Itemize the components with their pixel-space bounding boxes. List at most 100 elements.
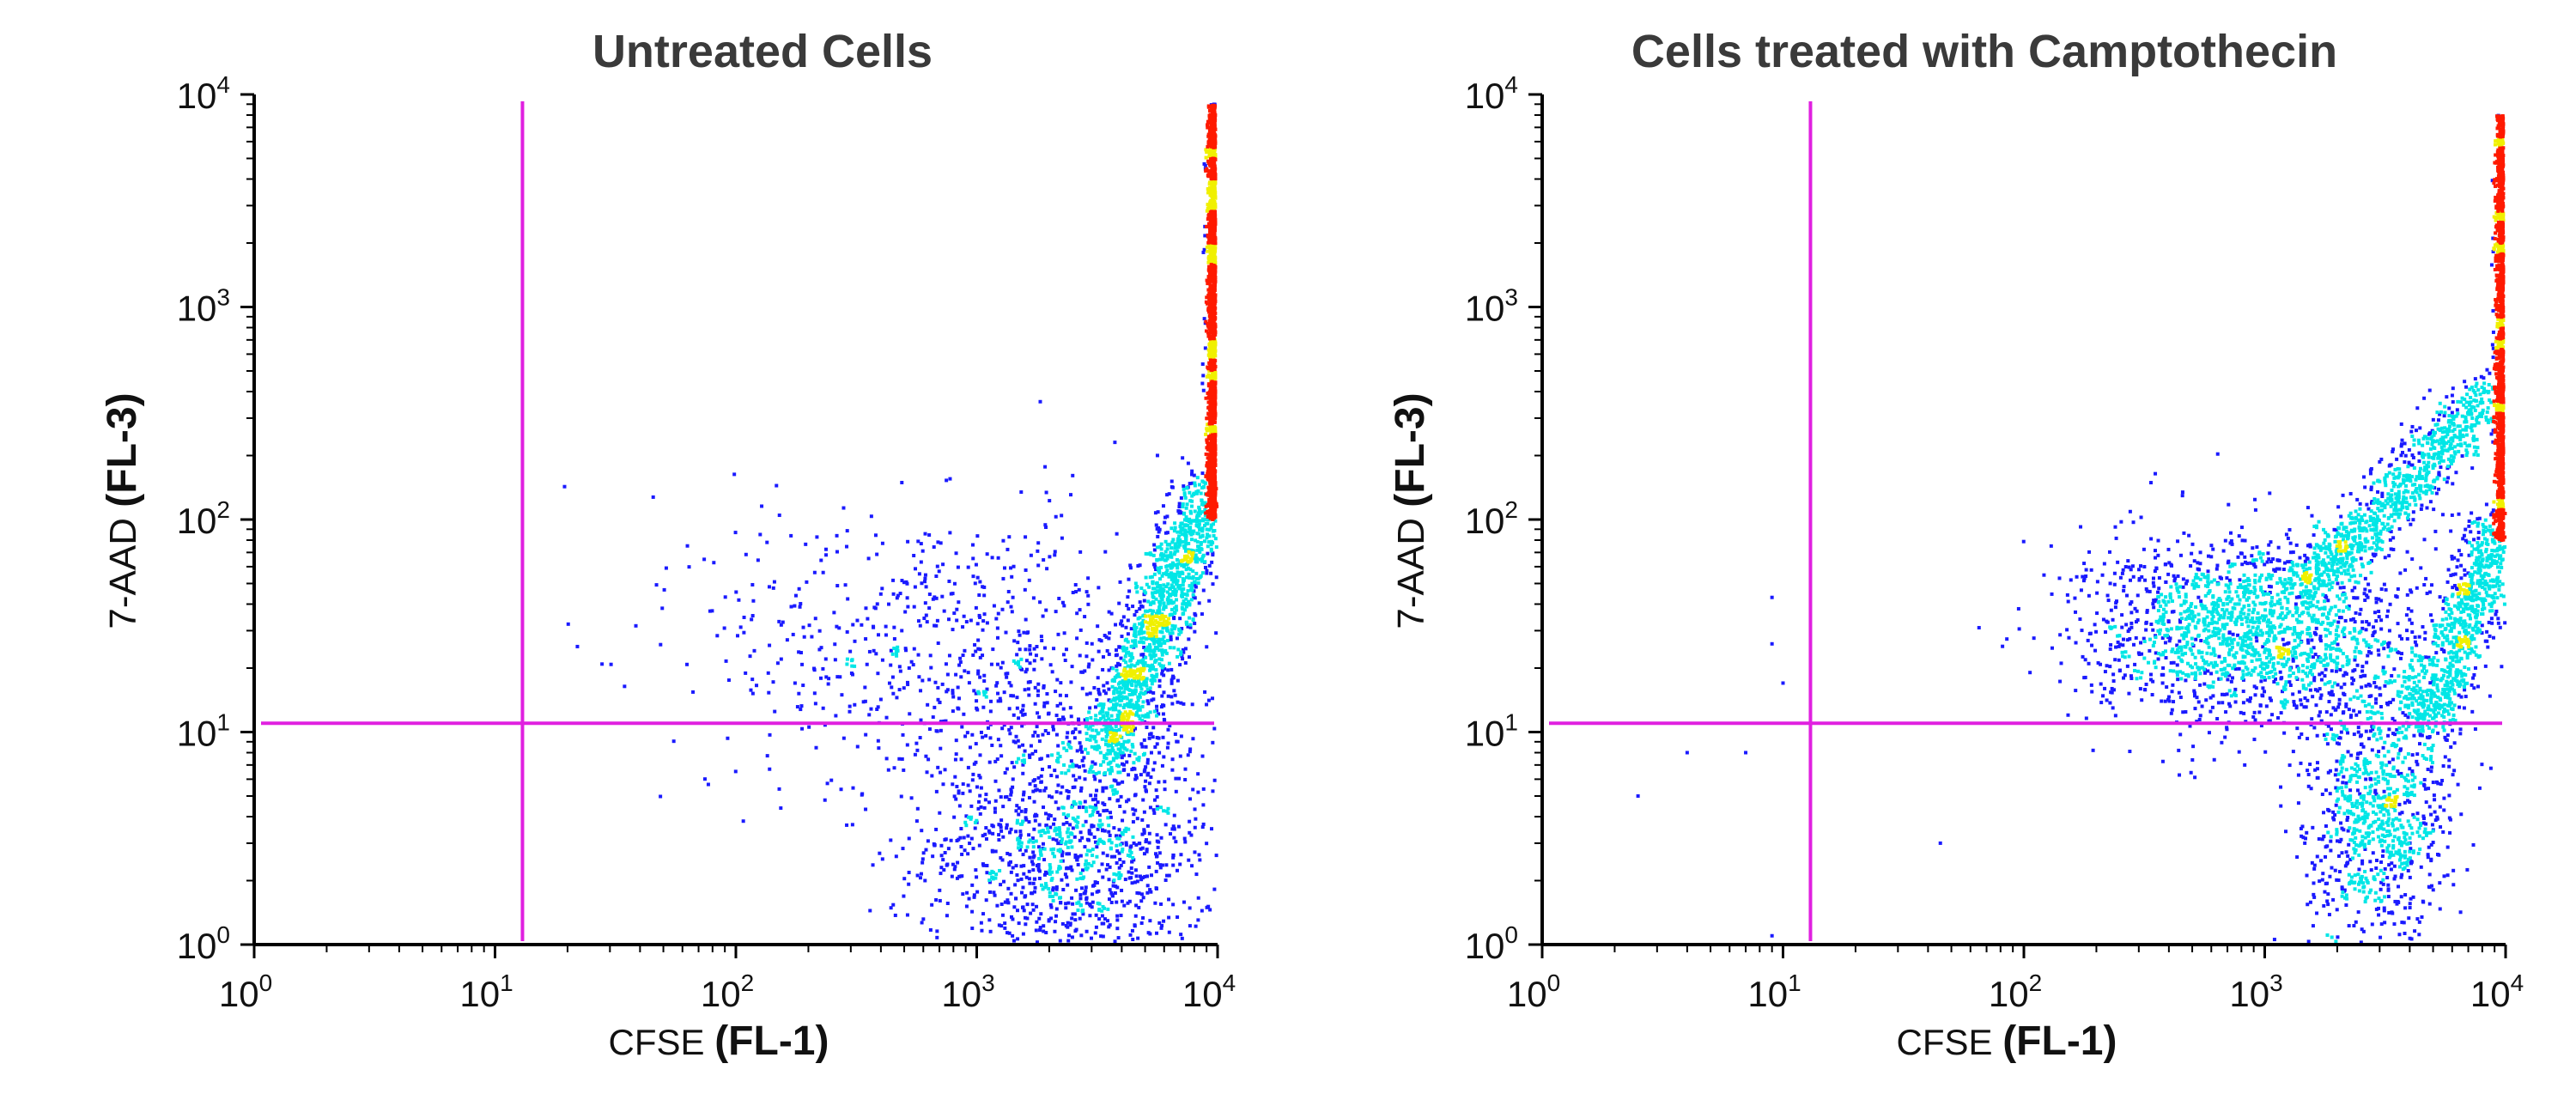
data-point bbox=[931, 715, 935, 720]
data-point bbox=[1019, 710, 1024, 714]
data-point bbox=[933, 595, 937, 599]
data-point bbox=[1179, 853, 1183, 857]
data-point bbox=[1121, 690, 1126, 695]
data-point bbox=[807, 725, 811, 729]
data-point bbox=[1083, 669, 1087, 673]
data-point bbox=[1134, 874, 1139, 878]
data-point bbox=[948, 531, 952, 535]
data-point bbox=[1192, 549, 1196, 553]
data-point bbox=[1059, 702, 1063, 706]
data-points bbox=[562, 102, 1219, 945]
data-point bbox=[1165, 564, 1170, 568]
data-point bbox=[1110, 784, 1115, 788]
data-point bbox=[934, 623, 939, 628]
data-point bbox=[1194, 924, 1198, 928]
data-point bbox=[1048, 825, 1053, 830]
data-point bbox=[1208, 267, 1212, 271]
data-point bbox=[1128, 665, 1133, 669]
data-point bbox=[1183, 556, 1188, 560]
data-point bbox=[1154, 869, 1158, 873]
data-point bbox=[1046, 830, 1050, 834]
data-point bbox=[916, 539, 920, 544]
data-point bbox=[895, 596, 899, 600]
data-point bbox=[1197, 505, 1201, 509]
data-point bbox=[995, 903, 999, 908]
data-point bbox=[1017, 812, 1021, 817]
data-point bbox=[733, 531, 738, 535]
data-point bbox=[889, 663, 893, 667]
data-point bbox=[1199, 491, 1203, 495]
data-point bbox=[1078, 788, 1083, 793]
data-point bbox=[987, 760, 992, 764]
data-point bbox=[1115, 918, 1120, 922]
data-point bbox=[1155, 558, 1159, 562]
data-point bbox=[1003, 926, 1007, 930]
data-point bbox=[1118, 834, 1122, 838]
data-point bbox=[962, 614, 966, 618]
data-point bbox=[735, 634, 739, 638]
data-point bbox=[1114, 648, 1118, 653]
data-point bbox=[795, 705, 799, 709]
data-point bbox=[1206, 904, 1211, 909]
data-point bbox=[896, 645, 900, 649]
data-point bbox=[1206, 234, 1211, 238]
data-point bbox=[1002, 690, 1006, 695]
data-point bbox=[941, 858, 945, 862]
data-point bbox=[1174, 776, 1178, 781]
data-point bbox=[993, 806, 997, 811]
data-point bbox=[1009, 793, 1013, 797]
data-point bbox=[1141, 676, 1145, 680]
data-point bbox=[1101, 789, 1105, 793]
data-point bbox=[1091, 848, 1095, 852]
data-point bbox=[1159, 902, 1163, 906]
data-point bbox=[961, 625, 965, 629]
data-point bbox=[1133, 689, 1138, 693]
data-point bbox=[1017, 716, 1021, 720]
data-point bbox=[1083, 777, 1087, 781]
data-point bbox=[779, 623, 783, 627]
data-point bbox=[964, 814, 969, 818]
data-point bbox=[1131, 605, 1135, 609]
data-point bbox=[845, 544, 849, 549]
data-point bbox=[1071, 730, 1075, 734]
data-point bbox=[1028, 855, 1032, 860]
data-point bbox=[1179, 650, 1183, 654]
data-point bbox=[1090, 764, 1094, 769]
data-point bbox=[1009, 787, 1013, 792]
data-point bbox=[1210, 422, 1214, 426]
data-point bbox=[962, 836, 966, 840]
data-point bbox=[1184, 537, 1188, 541]
data-point bbox=[751, 599, 756, 603]
data-point bbox=[1200, 526, 1205, 531]
data-point bbox=[880, 541, 884, 545]
data-point bbox=[1152, 709, 1157, 714]
data-point bbox=[702, 557, 707, 562]
data-point bbox=[832, 611, 836, 615]
data-point bbox=[1139, 892, 1144, 896]
data-point bbox=[892, 766, 896, 770]
data-point bbox=[923, 576, 927, 580]
data-point bbox=[1013, 661, 1018, 666]
data-point bbox=[1121, 705, 1126, 709]
data-point bbox=[1154, 668, 1158, 672]
data-point bbox=[1173, 606, 1177, 611]
data-point bbox=[1086, 593, 1091, 598]
data-point bbox=[1132, 676, 1136, 680]
data-point bbox=[1213, 221, 1218, 225]
data-point bbox=[1209, 543, 1213, 547]
data-point bbox=[1210, 470, 1214, 474]
data-point bbox=[1161, 587, 1165, 591]
data-point bbox=[1051, 724, 1055, 728]
data-point bbox=[982, 805, 987, 810]
data-point bbox=[1213, 236, 1218, 240]
data-point bbox=[1179, 933, 1183, 937]
data-point bbox=[1183, 840, 1188, 844]
data-point bbox=[1105, 732, 1109, 737]
data-point bbox=[1009, 891, 1013, 896]
data-point bbox=[1030, 903, 1035, 907]
data-point bbox=[1102, 760, 1106, 764]
data-point bbox=[974, 605, 978, 610]
data-point bbox=[1208, 425, 1212, 429]
data-point bbox=[1072, 774, 1076, 778]
data-point bbox=[1144, 655, 1148, 659]
